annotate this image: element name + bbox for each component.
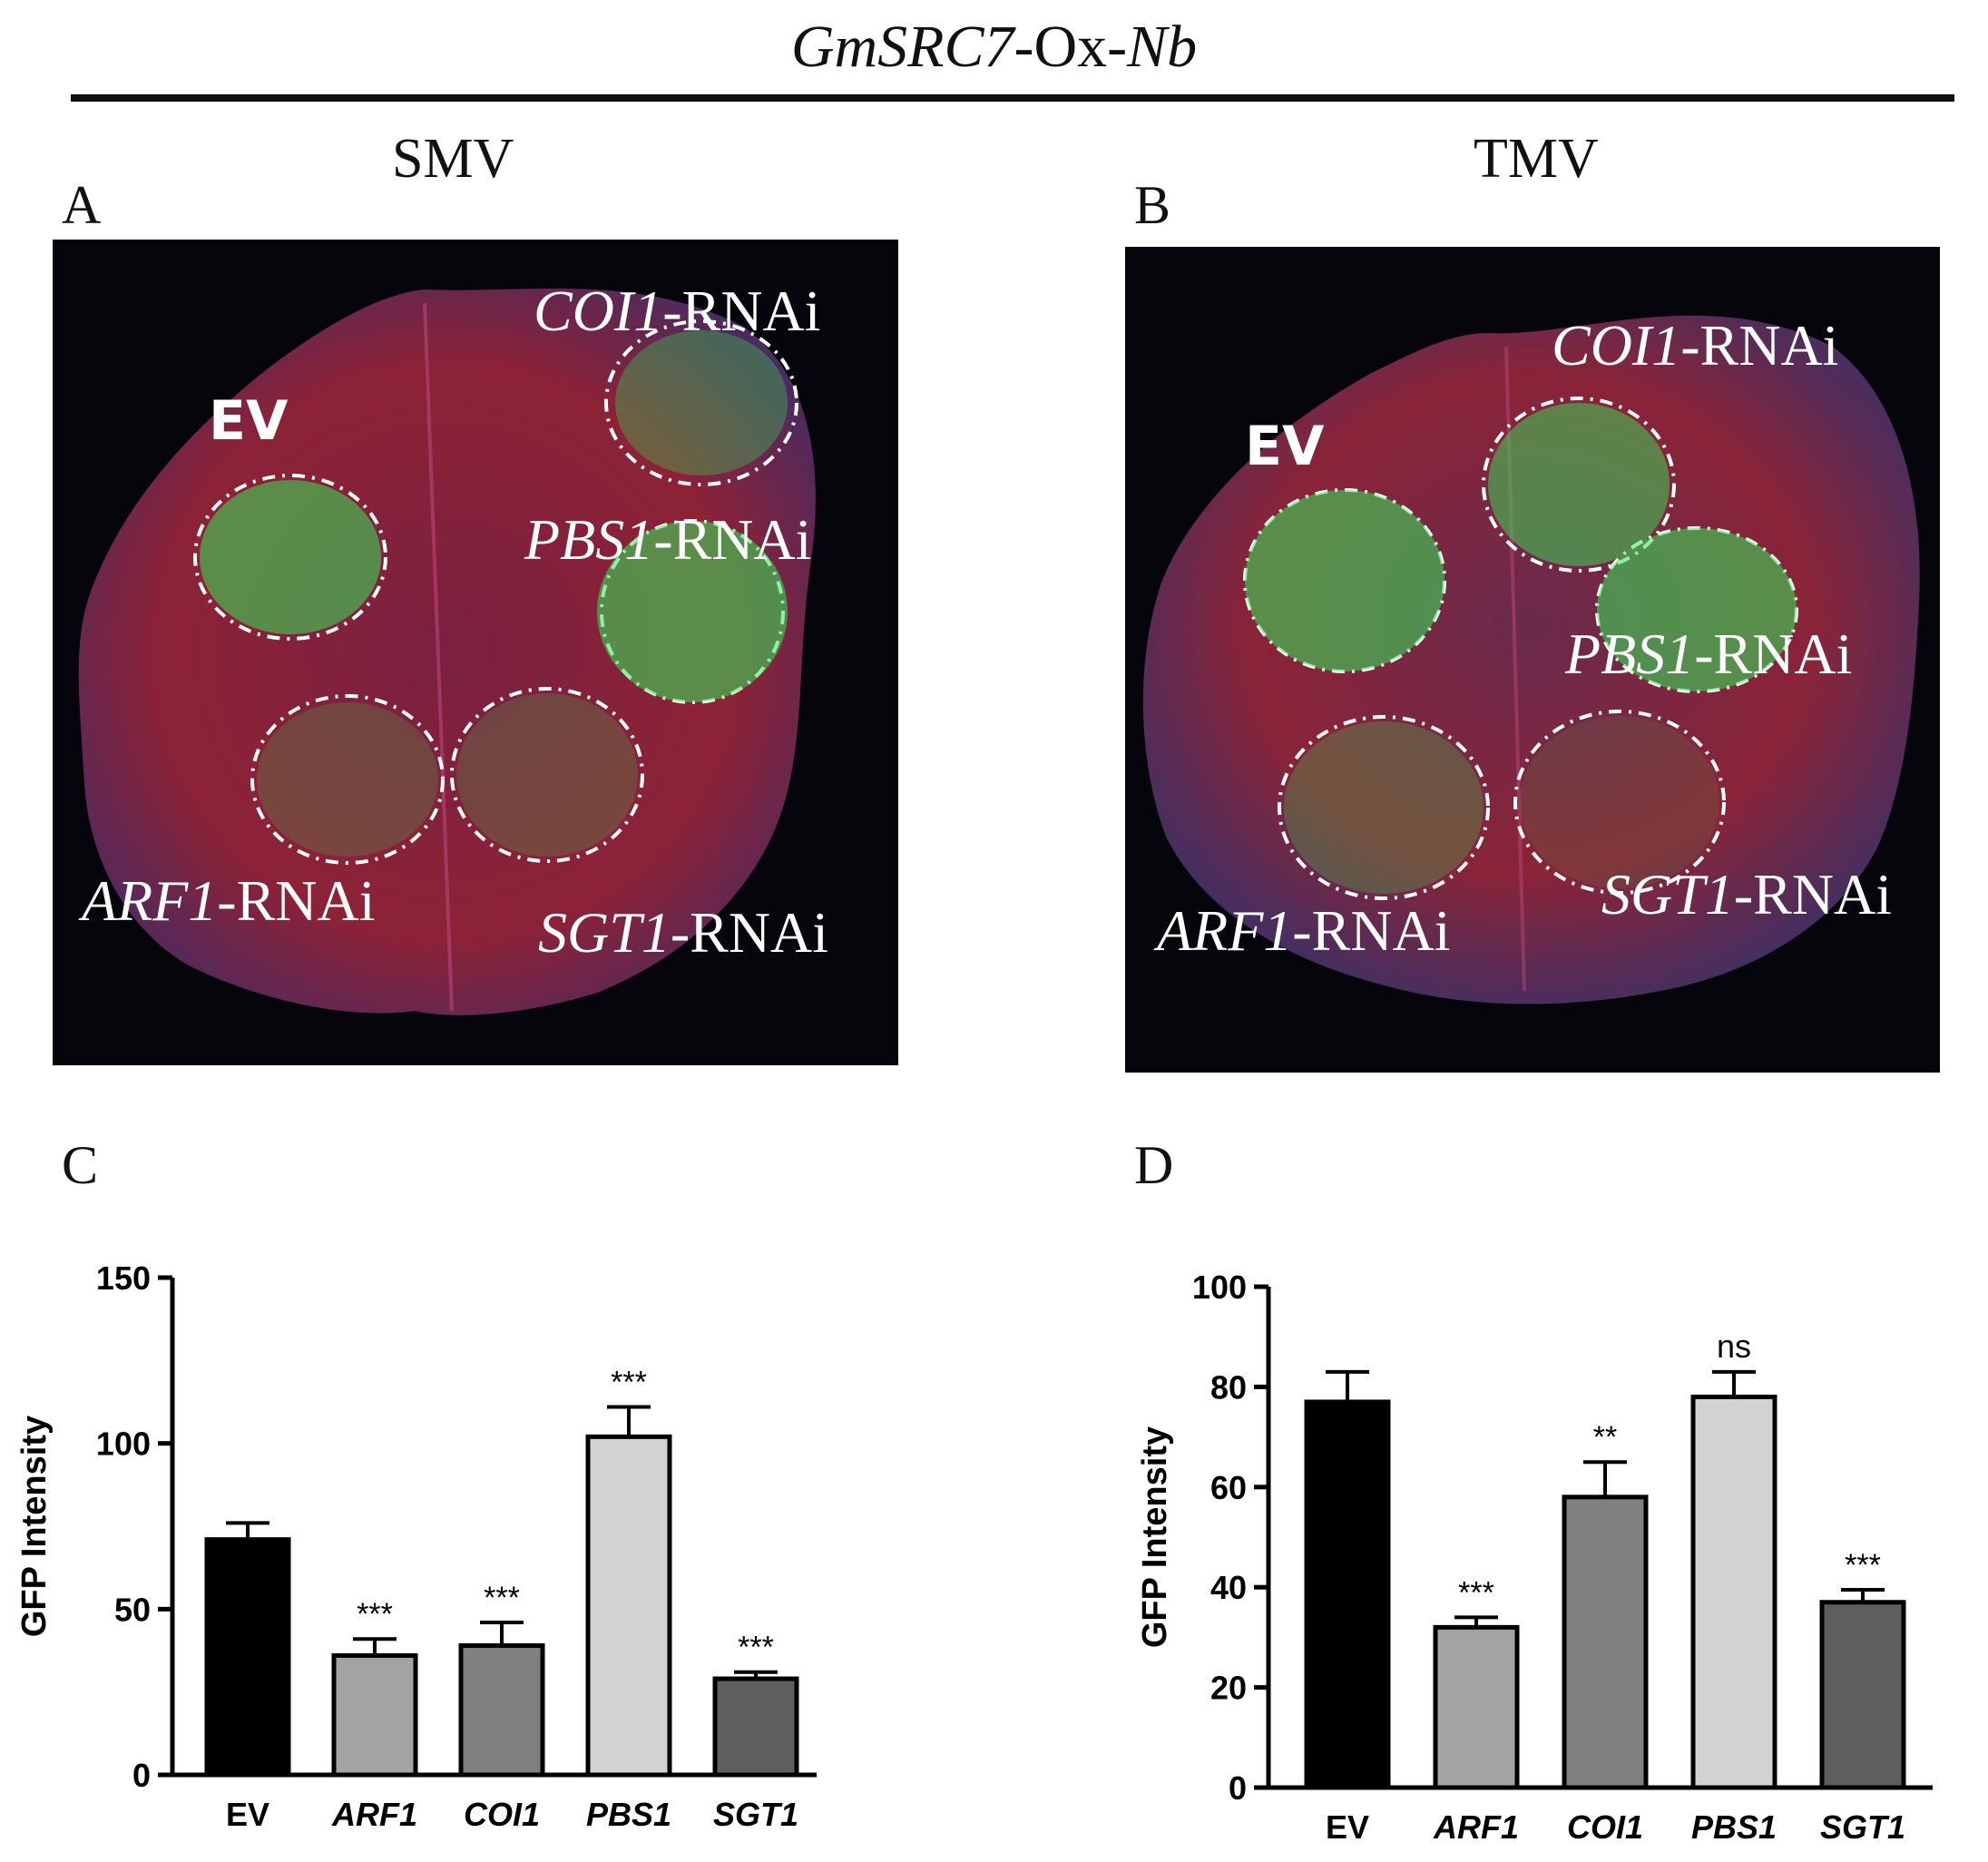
y-axis-label: GFP Intensity: [1136, 1426, 1174, 1648]
bar-chart-c: 0 50 100 150 GFP Intensity EV *** ARF1 *** COI1 **…: [15, 1259, 817, 1833]
spot-coi1: [1482, 397, 1676, 573]
leaf-image-tmv: EV COI1-RNAi PBS1-RNAi ARF1-RNAi SGT1-RN…: [1125, 247, 1940, 1073]
x-tick-label: SGT1: [713, 1796, 798, 1833]
bar-arf1: [1433, 1624, 1520, 1790]
significance-label: **: [1593, 1420, 1617, 1455]
bar-ev: [1304, 1399, 1391, 1790]
y-tick-label: 50: [114, 1591, 151, 1628]
y-tick-label: 0: [1229, 1769, 1247, 1807]
leaf-image-smv: EV COI1-RNAi PBS1-RNAi ARF1-RNAi SGT1-RN…: [53, 240, 898, 1065]
leaf-b-label-arf1: ARF1-RNAi: [1153, 898, 1451, 963]
leaf-a-label-pbs1: PBS1-RNAi: [524, 507, 811, 572]
leaf-image-smv-svg: EV COI1-RNAi PBS1-RNAi ARF1-RNAi SGT1-RN…: [78, 279, 828, 1015]
x-tick-label: COI1: [464, 1796, 540, 1833]
leaf-b-label-sgt1: SGT1-RNAi: [1601, 862, 1892, 926]
gfp-signal: [200, 330, 788, 857]
significance-label: ***: [357, 1597, 393, 1632]
leaf-midrib: [423, 302, 454, 1012]
significance-label: ***: [738, 1631, 774, 1665]
spot-coi1: [604, 319, 798, 486]
significance-label: ***: [484, 1581, 520, 1615]
x-tick-label: ARF1: [331, 1796, 417, 1833]
spot-ev: [193, 474, 387, 641]
spot-sgt1: [450, 687, 644, 863]
bar-coi1: [1562, 1494, 1649, 1790]
leaf-shape: [1142, 315, 1920, 1004]
x-tick-label: EV: [1326, 1808, 1369, 1846]
leaf-b-ev-label: EV: [1245, 415, 1325, 478]
section-label-tmv: TMV: [1474, 128, 1599, 190]
y-tick-label: 80: [1210, 1368, 1247, 1406]
leaf-a-label-sgt1: SGT1-RNAi: [538, 900, 828, 965]
spot-arf1: [1278, 715, 1490, 900]
bar-ev: [204, 1537, 291, 1778]
title-middle: -Ox-: [1014, 14, 1128, 80]
leaf-shape: [78, 288, 816, 1015]
leaf-a-label-arf1: ARF1-RNAi: [78, 868, 376, 933]
x-tick-label: PBS1: [586, 1796, 671, 1833]
panel-letter-c: C: [62, 1135, 99, 1195]
y-tick-label: 100: [1192, 1269, 1247, 1306]
leaf-b-label-coi1: COI1-RNAi: [1552, 313, 1838, 377]
figure-title: GmSRC7-Ox-Nb: [0, 13, 1988, 82]
y-axis-label: GFP Intensity: [15, 1416, 54, 1637]
leaf-midrib: [1504, 346, 1526, 992]
y-tick-label: 0: [132, 1757, 151, 1794]
title-species: Nb: [1127, 14, 1198, 80]
spot-arf1: [250, 694, 445, 865]
bar-sgt1: [1819, 1600, 1906, 1790]
gfp-signal: [1245, 403, 1797, 894]
title-rule: [71, 94, 1954, 102]
leaf-a-label-coi1: COI1-RNAi: [534, 279, 820, 343]
title-gene: GmSRC7: [790, 14, 1014, 80]
significance-label: ns: [1717, 1328, 1751, 1365]
spot-sgt1: [1513, 710, 1726, 895]
bar-sgt1: [712, 1676, 799, 1778]
y-tick-label: 60: [1210, 1469, 1247, 1506]
panel-letter-b: B: [1134, 175, 1171, 235]
y-tick-label: 40: [1210, 1569, 1247, 1606]
bar-coi1: [458, 1643, 545, 1778]
x-tick-label: EV: [226, 1796, 269, 1833]
bar-chart-d: 0 20 40 60 80 100 GFP Intensity EV *** ARF1 ** COI1…: [1136, 1269, 1933, 1846]
significance-label: ***: [611, 1365, 647, 1399]
leaf-b-label-pbs1: PBS1-RNAi: [1564, 622, 1852, 686]
bar-arf1: [331, 1652, 418, 1778]
bar-pbs1: [1690, 1394, 1777, 1790]
panel-letter-a: A: [62, 175, 102, 235]
significance-label: ***: [1458, 1575, 1494, 1610]
bar-pbs1: [585, 1434, 672, 1778]
panel-letter-d: D: [1134, 1135, 1174, 1195]
significance-label: ***: [1845, 1548, 1881, 1583]
leaf-a-ev-label: EV: [209, 389, 289, 453]
leaf-image-tmv-svg: EV COI1-RNAi PBS1-RNAi ARF1-RNAi SGT1-RN…: [1142, 313, 1920, 1004]
y-tick-label: 20: [1210, 1670, 1247, 1707]
x-tick-label: ARF1: [1433, 1808, 1519, 1846]
x-tick-label: PBS1: [1691, 1808, 1777, 1846]
section-label-smv: SMV: [392, 128, 514, 190]
x-tick-label: SGT1: [1820, 1808, 1905, 1846]
y-tick-label: 100: [96, 1426, 151, 1463]
y-tick-label: 150: [96, 1259, 151, 1297]
x-tick-label: COI1: [1567, 1808, 1643, 1846]
